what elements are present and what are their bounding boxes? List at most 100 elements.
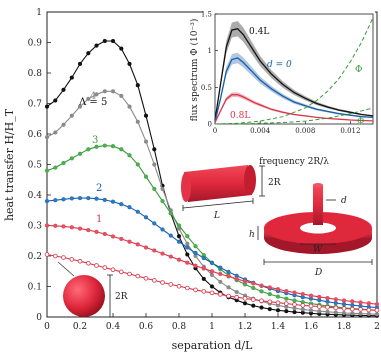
data-point <box>350 299 355 304</box>
data-point <box>152 221 157 226</box>
data-point <box>349 306 355 312</box>
data-point <box>234 276 239 281</box>
data-point <box>185 252 190 257</box>
data-point <box>176 239 182 244</box>
data-point <box>234 289 239 295</box>
ring-w-label: W <box>313 245 323 255</box>
ring-hole <box>300 222 336 234</box>
data-point <box>152 278 157 283</box>
data-point <box>94 92 99 97</box>
data-point <box>119 269 124 275</box>
data-point <box>193 263 198 268</box>
data-point <box>325 299 330 304</box>
data-point <box>292 306 297 311</box>
cylinder-length-label: L <box>213 211 220 221</box>
inset-y-tick-label: 1.5 <box>201 11 212 19</box>
data-point <box>251 281 256 286</box>
data-point <box>135 209 140 214</box>
data-point <box>317 294 322 299</box>
data-point <box>358 307 363 312</box>
y-tick-label: 0.4 <box>28 191 43 201</box>
data-point <box>160 280 165 285</box>
ring-D-label: D <box>314 268 322 278</box>
data-point <box>201 276 206 281</box>
data-point <box>201 289 207 294</box>
data-point <box>143 174 149 179</box>
data-point <box>69 113 74 118</box>
series-label-1: 1 <box>96 214 102 225</box>
data-point <box>209 284 215 289</box>
data-point <box>119 46 124 51</box>
data-point <box>77 258 83 264</box>
data-point <box>317 309 322 314</box>
data-point <box>242 301 248 306</box>
data-point <box>110 89 116 94</box>
inset-series-group <box>214 17 374 125</box>
data-point <box>44 135 50 140</box>
data-point <box>209 290 215 296</box>
inset-band-1 <box>215 52 373 123</box>
data-point <box>143 215 149 220</box>
data-point <box>127 205 132 210</box>
data-point <box>53 223 58 228</box>
data-point <box>135 242 140 247</box>
data-point <box>251 303 256 308</box>
sphere-diameter-label: 2R <box>115 292 128 302</box>
inset-line-3 <box>214 17 374 125</box>
data-point <box>61 224 66 229</box>
data-point <box>168 254 173 259</box>
data-point <box>61 197 66 202</box>
data-point <box>366 311 371 316</box>
data-point <box>259 289 264 294</box>
series-label-5: Λ = 5 <box>78 97 107 108</box>
cylinder-end-cap <box>244 165 256 195</box>
data-point <box>143 275 149 281</box>
data-point <box>110 234 116 239</box>
data-point <box>61 87 66 92</box>
inset-label-0.4L: 0.4L <box>249 27 269 37</box>
data-point <box>185 234 190 239</box>
data-point <box>152 186 157 191</box>
data-point <box>102 231 107 237</box>
data-point <box>102 89 107 94</box>
data-point <box>201 256 206 261</box>
data-point <box>61 122 66 127</box>
main-series-group <box>44 38 380 318</box>
inset-background <box>203 8 375 141</box>
data-point <box>325 296 330 301</box>
sphere-body <box>63 275 105 317</box>
inset-band-0 <box>215 21 373 121</box>
data-point <box>44 223 50 228</box>
data-point <box>209 269 215 274</box>
data-point <box>300 303 306 308</box>
data-point <box>333 300 338 306</box>
data-point <box>300 292 305 297</box>
ring-d-label: d <box>341 196 347 206</box>
data-point <box>275 287 281 292</box>
data-point <box>135 83 140 88</box>
data-point <box>325 304 330 310</box>
data-point <box>135 162 140 167</box>
data-point <box>86 51 91 56</box>
data-point <box>341 306 347 311</box>
data-point <box>102 265 108 270</box>
data-point <box>61 255 66 260</box>
cylinder-front-cap <box>181 172 191 202</box>
data-point <box>53 98 58 103</box>
y-tick-label: 0.1 <box>28 283 42 293</box>
data-point <box>86 228 91 233</box>
data-point <box>53 130 58 135</box>
data-point <box>284 309 289 314</box>
sphere-leader <box>57 261 75 277</box>
data-point <box>218 279 223 284</box>
data-point <box>308 293 314 298</box>
inset-y-tick-label: 0.5 <box>201 84 212 92</box>
x-tick-label: 1.4 <box>271 322 286 332</box>
data-point <box>152 147 157 152</box>
data-point <box>259 298 264 304</box>
ring-h-label: h <box>249 230 255 240</box>
inset-x-tick-label: 0.004 <box>250 127 271 135</box>
data-point <box>374 307 380 313</box>
data-point <box>300 307 305 312</box>
inset-y-tick-label: 1 <box>208 47 212 55</box>
